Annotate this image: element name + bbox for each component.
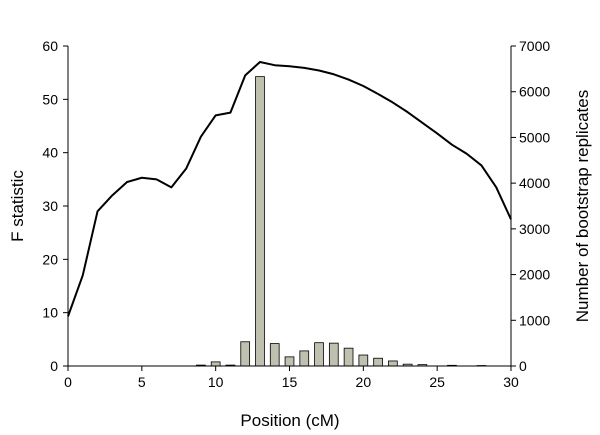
bar-mark xyxy=(358,354,369,367)
bar-mark xyxy=(269,343,280,367)
bar-mark xyxy=(328,342,339,367)
bar-mark xyxy=(314,342,324,367)
bar-mark xyxy=(343,347,354,367)
f-statistic-line xyxy=(67,61,512,317)
x-tick-label: 5 xyxy=(138,374,146,390)
x-tick-label: 15 xyxy=(282,374,298,390)
right-axis-title: Number of bootstrap replicates xyxy=(573,90,592,322)
right-y-tick-label: 4000 xyxy=(519,175,550,191)
right-y-tick-label: 6000 xyxy=(519,84,550,100)
axes-layer: 0 5 10 15 20 25 300102030405060010002000300040… xyxy=(42,38,550,390)
left-y-tick-label: 10 xyxy=(42,305,58,321)
x-tick-label: 0 xyxy=(64,374,72,390)
x-tick-label: 10 xyxy=(208,374,224,390)
right-y-tick-label: 2000 xyxy=(519,267,550,283)
right-y-tick-label: 0 xyxy=(519,358,527,374)
left-y-tick-label: 0 xyxy=(50,358,58,374)
left-y-tick-label: 40 xyxy=(42,145,58,161)
left-y-tick-label: 60 xyxy=(42,38,58,54)
x-tick-label: 25 xyxy=(429,374,445,390)
bar-mark xyxy=(210,361,221,367)
right-y-tick-label: 3000 xyxy=(519,221,550,237)
line-layer xyxy=(67,61,512,317)
x-axis-title: Position (cM) xyxy=(240,411,339,430)
x-tick-label: 20 xyxy=(356,374,372,390)
left-y-tick-label: 50 xyxy=(42,91,58,107)
bars-layer xyxy=(196,76,487,367)
x-tick-label: 30 xyxy=(503,374,519,390)
bar-mark xyxy=(299,350,310,367)
bar-mark xyxy=(284,356,295,367)
left-axis-title: F statistic xyxy=(8,170,27,242)
left-y-tick-label: 20 xyxy=(42,251,58,267)
right-y-tick-label: 1000 xyxy=(519,312,550,328)
left-y-tick-label: 30 xyxy=(42,198,58,214)
bar-mark xyxy=(373,357,383,367)
bar-mark xyxy=(255,76,265,367)
right-y-tick-label: 5000 xyxy=(519,129,550,145)
right-y-tick-label: 7000 xyxy=(519,38,550,54)
bar-mark xyxy=(240,341,251,367)
bar-mark xyxy=(388,360,398,367)
